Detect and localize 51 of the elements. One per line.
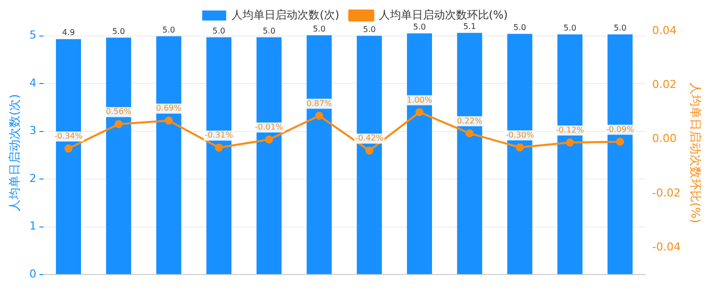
point	[64, 144, 72, 152]
y2-tick-label: 0.02	[652, 78, 677, 91]
data-label: 1.00%	[406, 95, 433, 104]
y-tick-label: 2	[29, 172, 36, 185]
y-tick-label: 4	[29, 76, 36, 90]
data-label: -0.42%	[355, 134, 384, 143]
point	[466, 129, 474, 138]
y2-axis-title: 人均单日启动次数环比(%)	[688, 82, 703, 224]
data-label: -0.34%	[54, 132, 84, 141]
y-tick-label: 1	[29, 220, 36, 233]
data-label: 4.9	[62, 28, 75, 38]
data-label: 5.0	[564, 23, 576, 32]
point	[616, 138, 624, 146]
data-label: 5.0	[312, 24, 326, 34]
y2-tick-label: -0.04	[652, 240, 681, 254]
y-tick-label: 3	[29, 124, 36, 138]
data-label: 5.0	[362, 24, 376, 34]
y2-tick-label: -0.02	[652, 186, 681, 200]
y2-tick-label: 0.00	[652, 132, 677, 146]
data-label: -0.01%	[254, 122, 284, 132]
data-label: 0.69%	[156, 104, 182, 113]
point	[315, 112, 324, 120]
y-tick-label: 5	[29, 28, 36, 42]
data-label: 5.0	[112, 26, 125, 36]
legend-label: 人均单日启动次数环比(%)	[378, 8, 508, 22]
data-label: -0.31%	[204, 130, 234, 140]
data-label: 0.56%	[106, 107, 132, 116]
y-tick-label: 0	[29, 267, 36, 280]
point	[365, 146, 374, 155]
point	[114, 120, 123, 128]
data-label: 5.0	[262, 26, 276, 36]
data-label: -0.30%	[506, 130, 534, 140]
data-label: 5.0	[162, 25, 176, 34]
data-label: 5.0	[212, 26, 226, 36]
data-label: 5.0	[413, 22, 426, 32]
y-axis-title: 人均单日启动次数(次)	[7, 94, 22, 212]
point	[164, 116, 173, 125]
data-label: 5.0	[614, 23, 626, 32]
data-label: -0.09%	[606, 124, 635, 134]
data-label: -0.12%	[556, 126, 584, 135]
point	[516, 143, 524, 152]
data-label: 0.87%	[306, 98, 332, 108]
point	[566, 138, 574, 147]
point	[265, 136, 274, 144]
legend-label: 人均单日启动次数(次)	[232, 8, 340, 22]
point	[214, 144, 223, 152]
point	[415, 108, 424, 116]
data-label: 0.22%	[456, 116, 483, 126]
y2-tick-label: 0.04	[652, 24, 677, 37]
data-label: 5.1	[463, 22, 476, 31]
data-label: 5.0	[513, 22, 526, 32]
